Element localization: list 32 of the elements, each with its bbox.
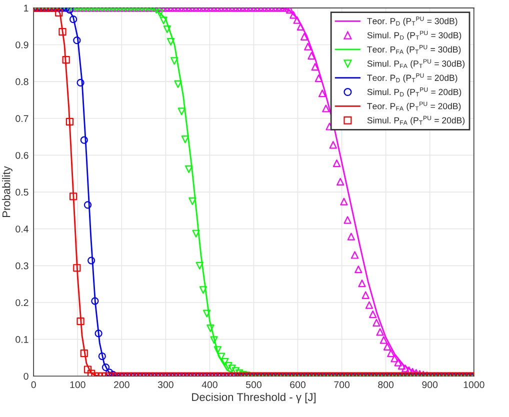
legend-label: Teor. P$_{D}$ (P$_{T}$$^{PU}$ = 30dB) — [367, 16, 458, 26]
x-tick-label: 400 — [202, 381, 218, 388]
y-tick-label: 0.4 — [16, 226, 28, 232]
x-tick-label: 100 — [70, 381, 86, 388]
x-tick-label: 800 — [378, 381, 394, 388]
y-tick-label: 0.8 — [16, 78, 28, 86]
y-axis-title: Probability — [2, 166, 12, 218]
y-tick-label: 0.9 — [16, 41, 28, 48]
y-tick-label: 0.7 — [16, 115, 28, 122]
x-tick-label: 0 — [31, 381, 36, 388]
legend-label: Simul. P$_{D}$ (P$_{T}$$^{PU}$ = 20dB) — [367, 88, 462, 97]
legend-label: Teor. P$_{FA}$ (P$_{T}$$^{PU}$ = 20dB) — [367, 102, 461, 111]
legend-label: Simul. P$_{D}$ (P$_{T}$$^{PU}$ = 30dB) — [367, 30, 462, 40]
legend-label: Teor. P$_{D}$ (P$_{T}$$^{PU}$ = 20dB) — [367, 73, 458, 83]
legend-label: Simul. P$_{FA}$ (P$_{T}$$^{PU}$ = 20dB) — [367, 116, 465, 126]
y-tick-label: 0.5 — [16, 188, 28, 196]
y-tick-label: 0 — [24, 372, 28, 380]
x-tick-label: 900 — [422, 381, 438, 388]
x-tick-label: 700 — [334, 381, 350, 388]
x-tick-label: 200 — [114, 381, 130, 388]
y-tick-label: 1 — [24, 4, 28, 12]
y-tick-label: 0.6 — [16, 152, 28, 159]
y-tick-label: 0.3 — [16, 262, 28, 270]
x-axis-title: Decision Threshold - γ [J] — [192, 392, 316, 404]
legend-label: Teor. P$_{FA}$ (P$_{T}$$^{PU}$ = 30dB) — [367, 45, 461, 54]
legend-label: Simul. P$_{FA}$ (P$_{T}$$^{PU}$ = 30dB) — [367, 59, 465, 68]
x-tick-label: 600 — [290, 381, 306, 388]
x-tick-label: 500 — [246, 381, 262, 388]
y-tick-label: 0.1 — [16, 336, 28, 343]
y-tick-label: 0.2 — [16, 299, 28, 306]
x-tick-label: 1000 — [464, 381, 484, 388]
x-tick-label: 300 — [158, 381, 174, 388]
